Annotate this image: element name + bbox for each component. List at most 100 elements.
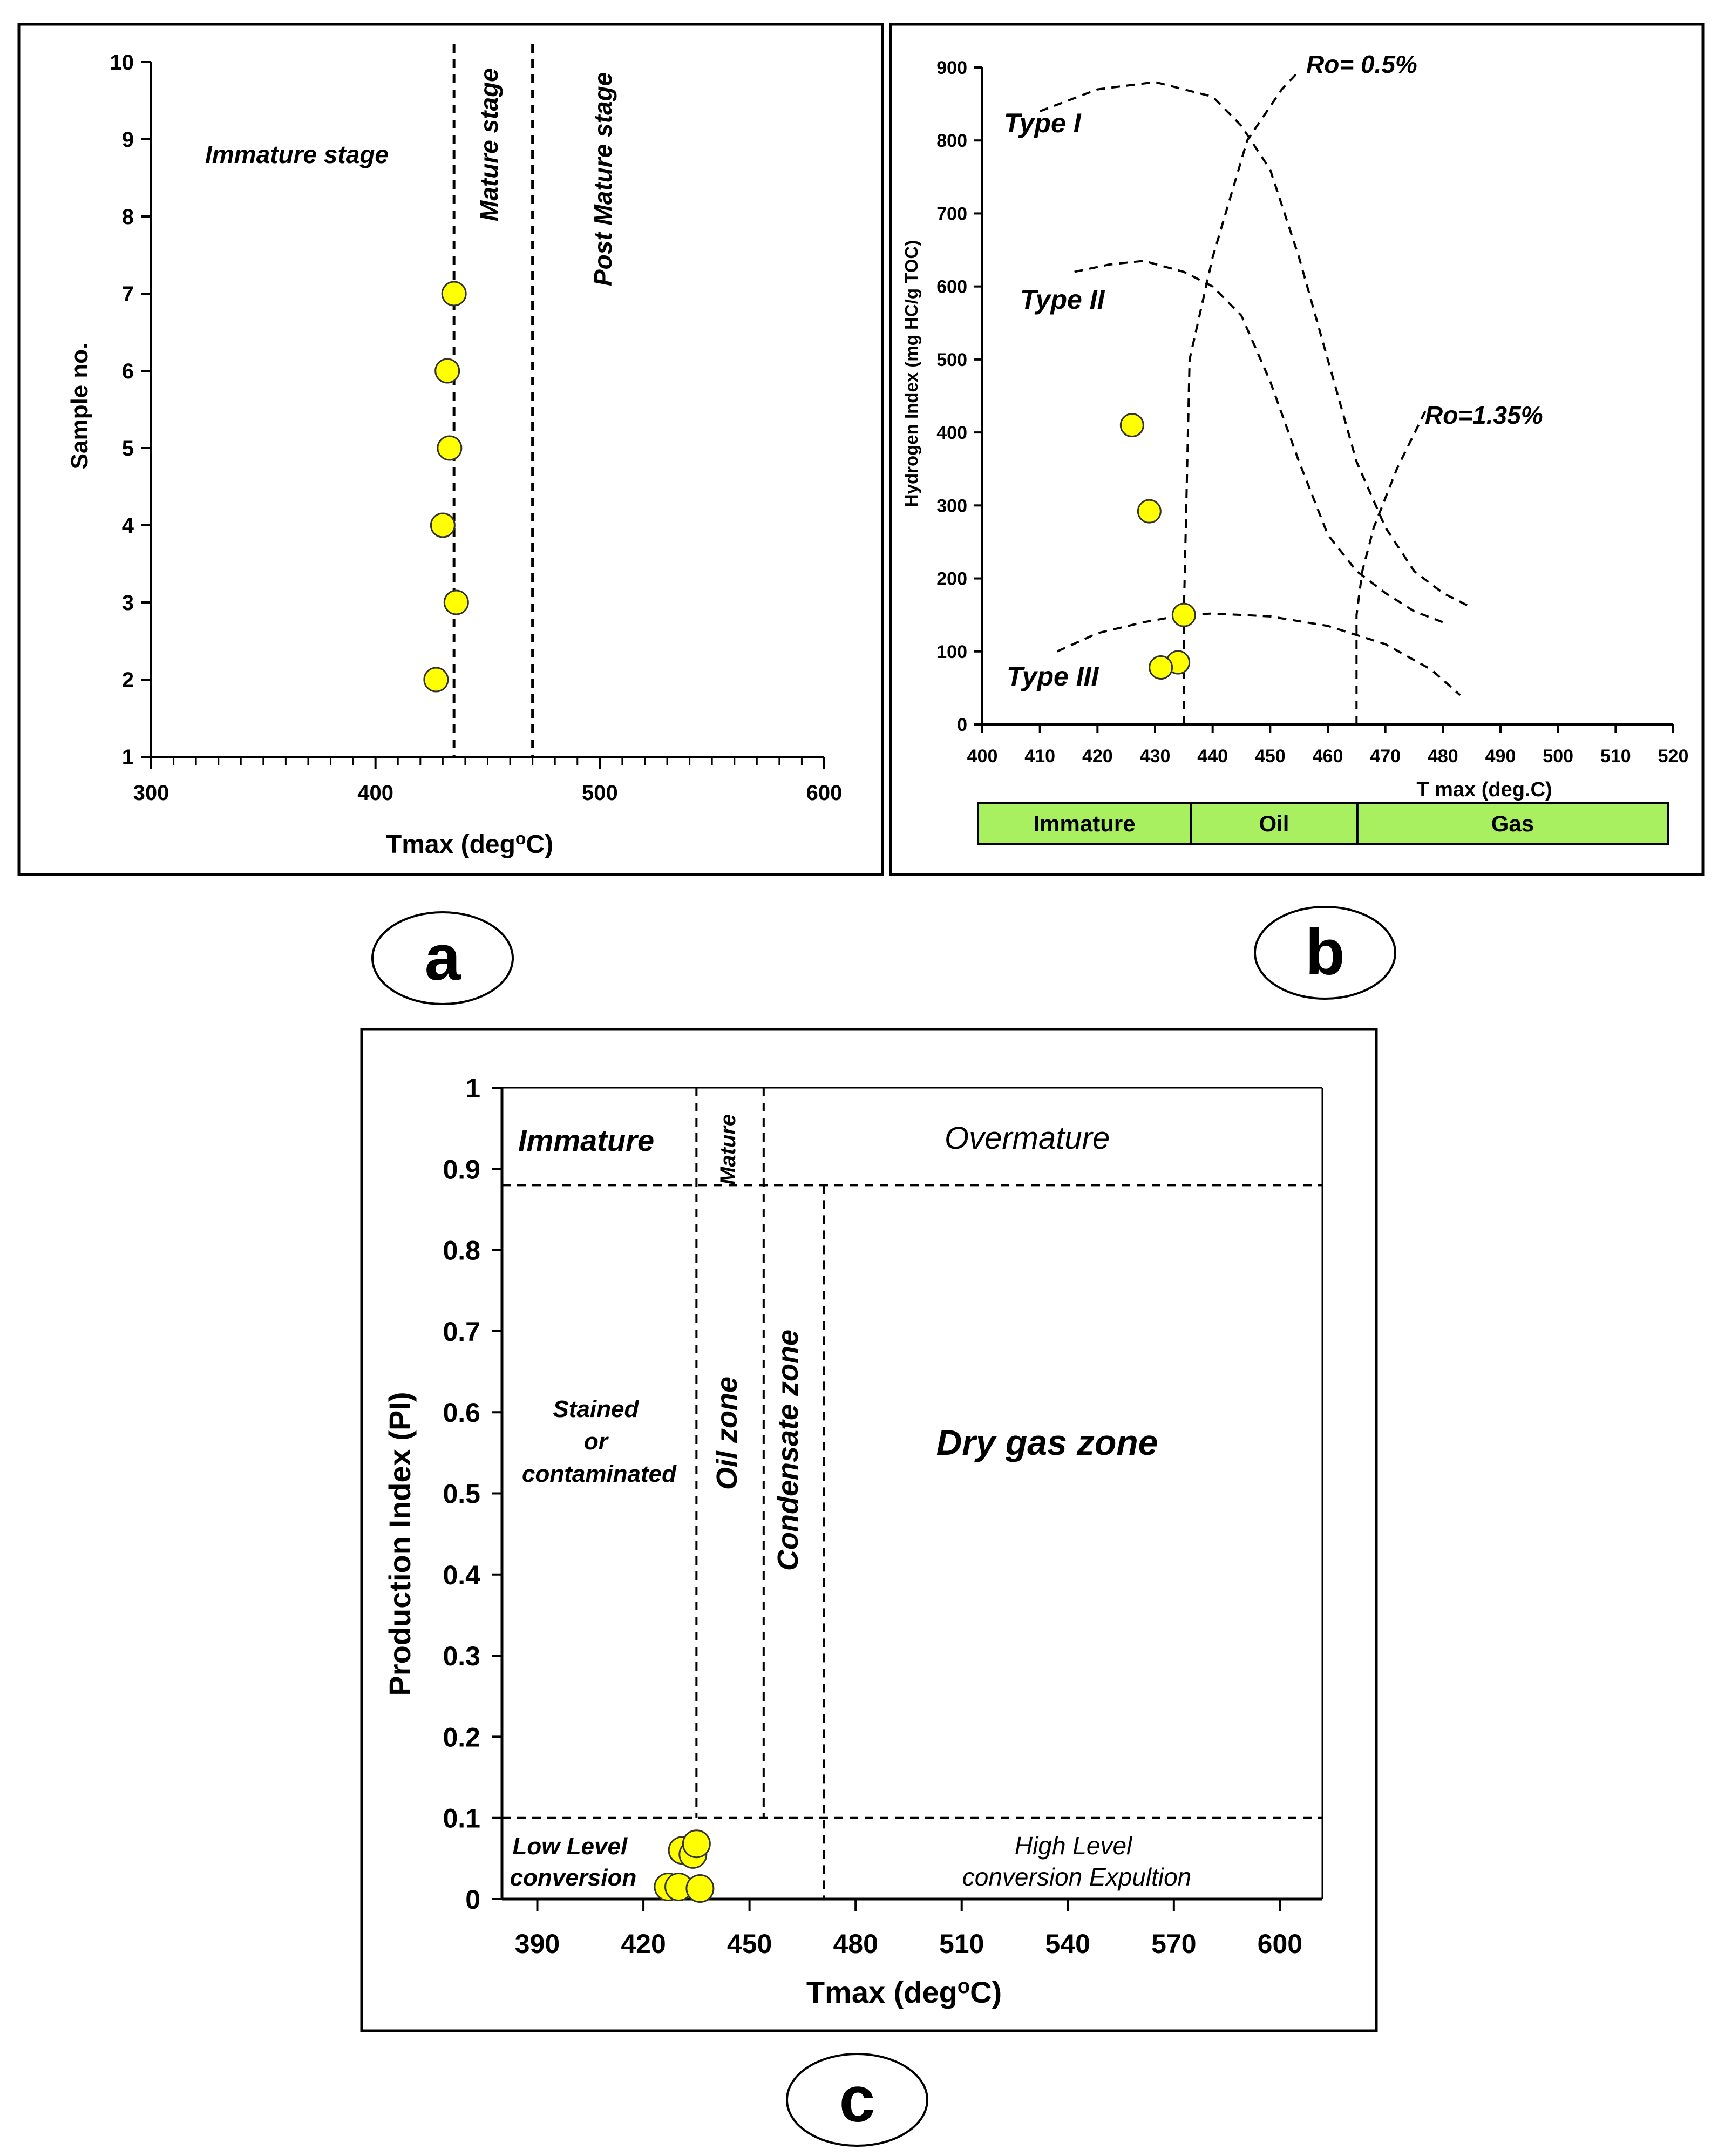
panel-b-x-tick-label: 520 [1658, 746, 1689, 767]
panel-c-x-tick-label: 450 [727, 1929, 772, 1959]
panel-badge-b: b [1254, 906, 1396, 1000]
panel-b-y-tick-label: 100 [936, 642, 967, 662]
panel-a-y-tick-label: 8 [122, 205, 134, 229]
panel-a: 1 2 3 4 5 6 7 8 9 10 300 400 500 600 Immature stage M… [17, 23, 884, 876]
panel-b-frame [889, 23, 1705, 876]
panel-badge-c-oval [786, 2053, 928, 2147]
panel-c-label-immature: Immature [518, 1123, 654, 1157]
panel-c-y-tick-label: 1 [465, 1073, 480, 1103]
panel-a-y-tick-label: 7 [122, 282, 134, 306]
panel-c-x-tick-label: 510 [939, 1929, 984, 1959]
panel-a-y-tick-label: 1 [122, 745, 134, 769]
panel-b-kerogen-curve [1039, 80, 1472, 609]
panel-b: 0 100 200 300 400 500 600 700 800 900 400 410 420 430… [889, 23, 1705, 876]
panel-a-x-tick-label: 500 [582, 781, 618, 805]
panel-b-data-point [1119, 413, 1144, 438]
panel-a-data-point [430, 512, 456, 538]
panel-c-frame [360, 1028, 1378, 2032]
panel-c-x-axis-label-sup: o [958, 1975, 970, 1998]
panel-b-y-tick-label: 800 [936, 131, 967, 151]
panel-b-maturity-bar: Immature Oil Gas [977, 802, 1669, 845]
panel-c-y-tick-label: 0.9 [443, 1154, 480, 1184]
panel-b-maturity-segment [1190, 802, 1359, 845]
panel-badge-a-oval [371, 911, 514, 1005]
panel-a-y-tick-label: 3 [122, 591, 134, 615]
panel-b-maturity-segment [977, 802, 1192, 845]
panel-c-label-dry-gas-zone: Dry gas zone [936, 1422, 1158, 1462]
panel-c-y-tick-label: 0.8 [443, 1236, 480, 1266]
panel-b-y-tick-label: 500 [936, 350, 967, 370]
panel-a-y-tick-label: 10 [110, 51, 134, 74]
panel-b-x-tick-label: 490 [1485, 746, 1516, 767]
panel-a-data-point [443, 589, 469, 615]
panel-badge-a: a [371, 911, 514, 1005]
panel-b-data-point [1149, 655, 1173, 680]
panel-c-label-high-level: High Level conversion Expultion [962, 1832, 1191, 1891]
panel-c-x-tick-label: 600 [1258, 1929, 1302, 1959]
panel-b-y-tick-label: 400 [936, 423, 967, 443]
panel-b-x-tick-label: 410 [1024, 746, 1055, 767]
panel-a-y-tick-label: 6 [122, 360, 134, 383]
panel-b-y-tick-label: 900 [936, 58, 967, 78]
panel-a-stage-immature: Immature stage [205, 140, 389, 168]
panel-c-y-tick-label: 0.1 [443, 1804, 480, 1834]
panel-c-x-axis-label-end: C) [970, 1975, 1002, 2009]
panel-a-stage-mature: Mature stage [475, 68, 503, 221]
panel-b-maturity-segment-label: Immature [1033, 811, 1135, 836]
panel-b-y-tick-label: 300 [936, 496, 967, 516]
panel-c-y-tick-label: 0.2 [443, 1722, 480, 1752]
panel-a-data-point [441, 281, 467, 307]
panel-b-maturity-segment [1356, 802, 1669, 845]
panel-b-data-point [1137, 499, 1162, 524]
panel-badge-c: c [786, 2053, 928, 2147]
panel-b-x-tick-label: 510 [1600, 746, 1631, 767]
panel-c-y-tick-label: 0.3 [443, 1641, 480, 1671]
panel-c-y-tick-label: 0.7 [443, 1317, 480, 1347]
panel-c-data-point [685, 1874, 715, 1903]
panel-a-data-point [437, 435, 463, 461]
panel-b-x-tick-label: 420 [1082, 746, 1113, 767]
panel-b-x-tick-label: 470 [1370, 746, 1401, 767]
panel-c-label-high-level-line1: High Level [1015, 1832, 1133, 1860]
panel-c-y-tick-label: 0.5 [443, 1479, 480, 1509]
panel-b-x-tick-label: 500 [1543, 746, 1573, 767]
panel-a-data-point [434, 358, 460, 384]
panel-badge-b-oval [1254, 906, 1396, 1000]
panel-b-y-tick-label: 200 [936, 569, 967, 589]
panel-c-label-condensate-zone: Condensate zone [772, 1330, 804, 1571]
panel-b-x-tick-label: 460 [1313, 746, 1343, 767]
panel-a-x-tick-label: 600 [806, 781, 843, 805]
panel-c-x-tick-label: 570 [1151, 1929, 1196, 1959]
panel-b-ro-isoline [1355, 410, 1427, 724]
panel-c-label-stained-line3: contaminated [522, 1461, 677, 1487]
panel-b-data-point [1171, 602, 1196, 627]
panel-c-x-tick-label: 480 [833, 1929, 878, 1959]
panel-a-x-axis-label-main: Tmax (deg [386, 830, 515, 859]
panel-b-y-axis-label: Hydrogen Index (mg HC/g TOC) [901, 240, 921, 507]
panel-badge-c-letter: c [839, 2063, 875, 2135]
panel-a-x-tick-label: 400 [357, 781, 393, 805]
panel-b-label-type-iii: Type III [1007, 661, 1099, 691]
panel-b-maturity-segment-label: Gas [1491, 811, 1534, 836]
panel-a-stage-post-mature: Post Mature stage [589, 72, 617, 286]
panel-c-label-low-level: Low Level conversion [510, 1833, 637, 1891]
panel-c-label-overmature: Overmature [945, 1121, 1110, 1156]
panel-c-y-tick-label: 0.4 [443, 1560, 480, 1590]
panel-c-label-stained-line1: Stained [553, 1396, 639, 1422]
panel-b-label-type-ii: Type II [1020, 284, 1105, 315]
panel-c-label-stained: Stained or contaminated [522, 1396, 677, 1487]
panel-a-frame [17, 23, 884, 876]
panel-c-data-point [682, 1829, 711, 1859]
panel-c-label-stained-line2: or [584, 1428, 609, 1455]
panel-b-x-tick-label: 430 [1140, 746, 1171, 767]
panel-a-y-tick-label: 2 [122, 668, 134, 692]
panel-b-label-ro-135: Ro=1.35% [1425, 401, 1543, 429]
panel-b-x-axis-label: T max (deg.C) [1416, 778, 1552, 801]
panel-b-x-tick-label: 480 [1428, 746, 1458, 767]
panel-c-x-tick-label: 540 [1045, 1929, 1090, 1959]
panel-b-maturity-segment-label: Oil [1259, 811, 1289, 836]
panel-b-x-tick-label: 400 [967, 746, 998, 767]
panel-c-x-axis-label-main: Tmax (deg [806, 1975, 958, 2009]
